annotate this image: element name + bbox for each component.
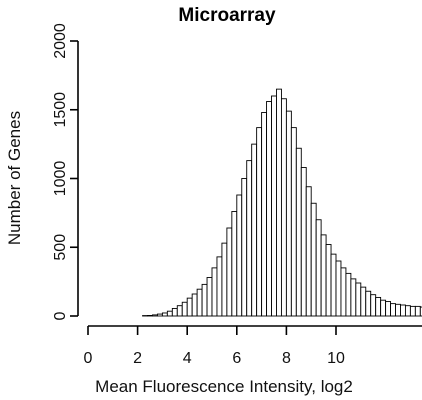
x-tick-label: 4 [183, 350, 192, 367]
histogram-bar [395, 303, 401, 317]
histogram-bar [370, 294, 377, 317]
histogram-bar [246, 160, 253, 317]
histogram-bar [152, 314, 158, 317]
histogram-bar [147, 315, 153, 317]
histogram-bar [251, 143, 258, 317]
histogram-bar [414, 305, 421, 317]
histogram-bar [181, 301, 188, 317]
histogram-bar [196, 288, 203, 317]
histogram-bars [142, 88, 422, 317]
histogram-bar [340, 267, 347, 317]
histogram-bar [276, 88, 282, 317]
histogram-bar [365, 290, 372, 317]
x-tick-label: 8 [282, 350, 291, 367]
chart-title: Microarray [178, 5, 276, 26]
histogram-bar [305, 186, 312, 317]
y-axis-label: Number of Genes [5, 111, 24, 245]
histogram-bar [216, 256, 223, 317]
histogram-bar [161, 312, 168, 317]
histogram-bar [271, 95, 277, 317]
histogram-bar [300, 167, 307, 317]
histogram-bar [290, 127, 297, 317]
histogram-bar [241, 178, 248, 317]
x-tick-label: 0 [84, 350, 93, 367]
y-axis-ticks: 0 500 1000 1500 2000 [52, 23, 78, 320]
histogram-bar [360, 286, 367, 317]
histogram-bar [280, 98, 287, 317]
histogram-bar [320, 234, 327, 317]
y-tick-label: 500 [52, 234, 69, 261]
histogram-bar [171, 307, 178, 317]
histogram-bar [375, 296, 382, 317]
histogram-bar [350, 278, 357, 317]
histogram-bar [191, 293, 198, 317]
histogram-bar [404, 305, 411, 317]
histogram-bar [315, 219, 322, 317]
histogram-bar [390, 303, 396, 317]
histogram-bar [330, 253, 337, 317]
histogram-bar [176, 305, 183, 317]
y-tick-label: 1000 [52, 161, 69, 197]
histogram-bar [335, 260, 342, 317]
histogram-bar [266, 101, 272, 317]
y-tick-label: 2000 [52, 23, 69, 59]
histogram-bar [355, 282, 362, 317]
histogram-bar [380, 299, 387, 317]
histogram-bar [345, 272, 352, 317]
histogram-bar [295, 147, 302, 317]
x-tick-label: 2 [133, 350, 142, 367]
x-axis-label: Mean Fluorescence Intensity, log2 [95, 377, 353, 396]
histogram-bar [156, 313, 163, 317]
x-axis-ticks: 024681014 [84, 326, 345, 367]
histogram-bar [256, 127, 263, 317]
histogram-bar [419, 306, 422, 317]
histogram-bar [285, 110, 292, 317]
histogram-bar [385, 301, 392, 317]
histogram-bar [221, 242, 228, 317]
x-tick-label: 6 [232, 350, 241, 367]
histogram-bar [226, 227, 233, 317]
histogram-bar [211, 267, 218, 317]
histogram-bar [231, 211, 238, 317]
histogram-bar [236, 194, 243, 317]
histogram-bar [201, 283, 208, 317]
histogram-bar [325, 244, 332, 317]
histogram-bar [261, 112, 268, 317]
histogram-bar [206, 277, 213, 317]
histogram-bar [409, 305, 416, 317]
histogram-bar [186, 297, 193, 317]
histogram-bar [166, 310, 173, 317]
histogram-bar [310, 202, 317, 317]
y-tick-label: 0 [52, 311, 69, 320]
y-tick-label: 1500 [52, 92, 69, 128]
histogram-bar [400, 304, 406, 317]
x-tick-label: 10 [327, 350, 345, 367]
